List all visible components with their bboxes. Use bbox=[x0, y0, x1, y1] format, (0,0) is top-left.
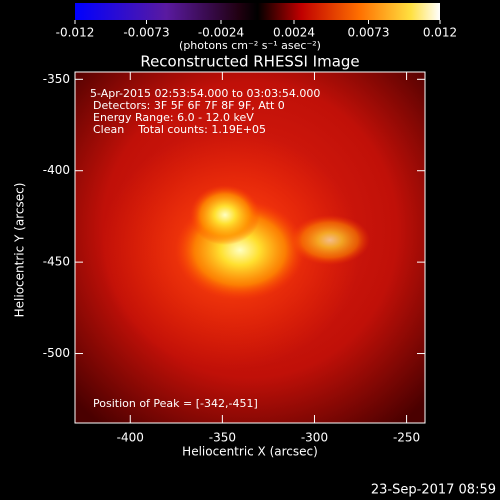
x-tick-label: -400 bbox=[117, 431, 144, 445]
x-axis-label: Heliocentric X (arcsec) bbox=[182, 445, 318, 459]
y-tick-label: -400 bbox=[43, 163, 70, 177]
x-tick-label: -250 bbox=[393, 431, 420, 445]
annotation: Detectors: 3F 5F 6F 7F 8F 9F, Att 0 bbox=[93, 99, 285, 112]
chart-title: Reconstructed RHESSI Image bbox=[140, 53, 359, 71]
image bbox=[75, 72, 425, 423]
x-tick-label: -300 bbox=[301, 431, 328, 445]
colorbar-tick-label: 0.012 bbox=[423, 26, 457, 40]
colorbar-tick-label: -0.0073 bbox=[123, 26, 169, 40]
timestamp: 23-Sep-2017 08:59 bbox=[371, 483, 496, 498]
colorbar-tick-label: -0.0024 bbox=[198, 26, 244, 40]
y-tick-label: -500 bbox=[43, 346, 70, 360]
annotation: 5-Apr-2015 02:53:54.000 to 03:03:54.000 bbox=[90, 87, 320, 100]
annotation: Position of Peak = [-342,-451] bbox=[93, 397, 258, 410]
colorbar-tick-label: 0.0024 bbox=[273, 26, 315, 40]
x-tick-label: -350 bbox=[209, 431, 236, 445]
plot-frame bbox=[74, 71, 426, 424]
y-axis-label: Heliocentric Y (arcsec) bbox=[13, 183, 27, 318]
colorbar-tick-label: -0.012 bbox=[56, 26, 95, 40]
colorbar-tick-label: 0.0073 bbox=[348, 26, 390, 40]
y-tick-label: -350 bbox=[43, 72, 70, 86]
colorbar-label: (photons cm⁻² s⁻¹ asec⁻²) bbox=[179, 39, 321, 52]
y-tick-label: -450 bbox=[43, 255, 70, 269]
colorbar bbox=[75, 3, 440, 20]
annotation: Energy Range: 6.0 - 12.0 keV bbox=[93, 111, 254, 124]
annotation: Clean Total counts: 1.19E+05 bbox=[93, 123, 266, 136]
